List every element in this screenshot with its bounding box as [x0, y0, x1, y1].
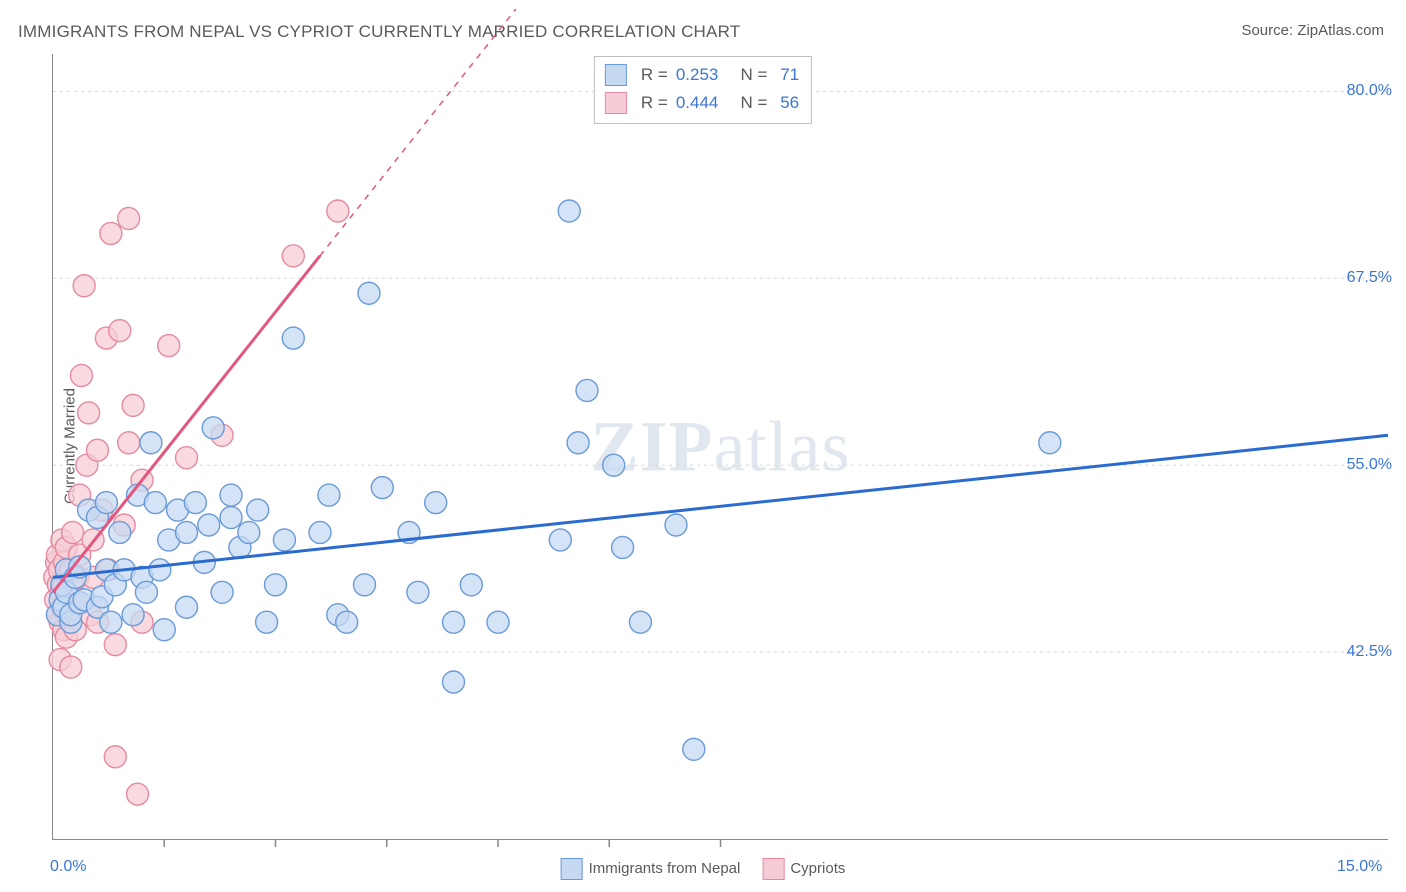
legend-swatch — [561, 858, 583, 880]
x-tick-label: 0.0% — [50, 858, 86, 876]
legend-item: Cypriots — [762, 858, 845, 880]
y-tick-label: 80.0% — [1347, 82, 1392, 100]
plot-area: ZIPatlas — [52, 54, 1388, 840]
legend-label: Cypriots — [790, 860, 845, 877]
source-attribution: Source: ZipAtlas.com — [1241, 22, 1384, 39]
legend-swatch — [762, 858, 784, 880]
legend-swatch — [605, 64, 627, 86]
plot-svg — [53, 54, 1388, 839]
stats-legend: R = 0.253 N = 71 R = 0.444 N = 56 — [594, 56, 812, 124]
y-tick-label: 42.5% — [1347, 643, 1392, 661]
stat-legend-row: R = 0.444 N = 56 — [605, 89, 799, 117]
series-legend: Immigrants from Nepal Cypriots — [561, 858, 846, 880]
stat-legend-row: R = 0.253 N = 71 — [605, 61, 799, 89]
chart-title: IMMIGRANTS FROM NEPAL VS CYPRIOT CURRENT… — [18, 22, 740, 42]
x-tick-label: 15.0% — [1337, 858, 1382, 876]
legend-swatch — [605, 92, 627, 114]
y-tick-label: 67.5% — [1347, 269, 1392, 287]
legend-label: Immigrants from Nepal — [589, 860, 741, 877]
y-tick-label: 55.0% — [1347, 456, 1392, 474]
legend-item: Immigrants from Nepal — [561, 858, 741, 880]
correlation-chart: IMMIGRANTS FROM NEPAL VS CYPRIOT CURRENT… — [0, 0, 1406, 892]
